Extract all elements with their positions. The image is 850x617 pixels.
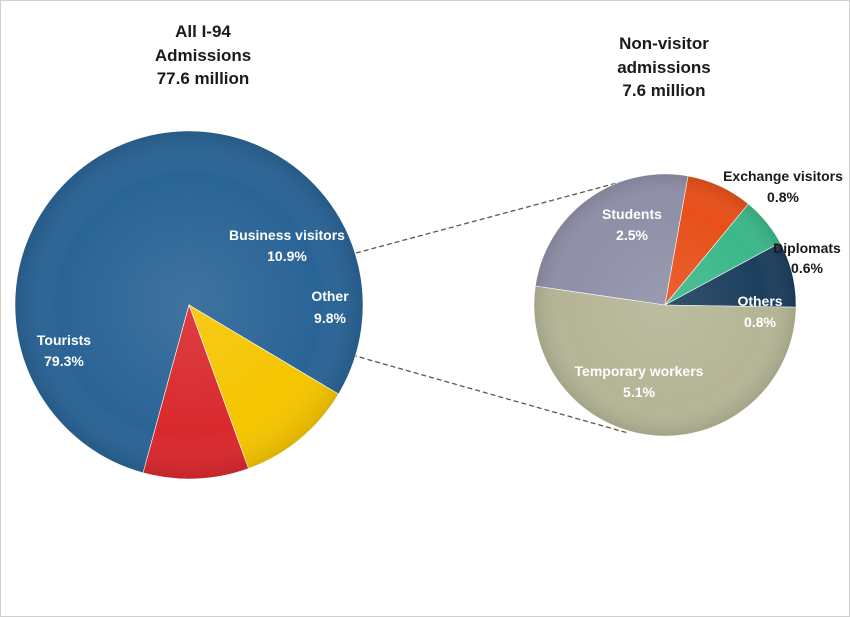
pie1-title-line-2: Admissions	[155, 46, 251, 65]
label-tourists-value: 79.3%	[44, 353, 84, 369]
label-exchange-visitors-name: Exchange visitors	[723, 168, 843, 184]
label-temporary-workers-value: 5.1%	[623, 384, 655, 400]
pie-slice-students	[535, 173, 689, 306]
label-students-value: 2.5%	[616, 227, 648, 243]
pie-all-admissions	[14, 130, 364, 480]
label-students-name: Students	[602, 206, 662, 222]
pie2-title-line-3: 7.6 million	[622, 81, 705, 100]
label-others-value: 0.8%	[744, 314, 776, 330]
label-exchange-visitors-value: 0.8%	[767, 189, 799, 205]
label-tourists-name: Tourists	[37, 332, 91, 348]
label-diplomats-name: Diplomats	[773, 240, 841, 256]
label-temporary-workers-name: Temporary workers	[575, 363, 704, 379]
label-other-value: 9.8%	[314, 310, 346, 326]
pie2-title-line-1: Non-visitor	[619, 34, 709, 53]
label-business-visitors-value: 10.9%	[267, 248, 307, 264]
label-other-name: Other	[311, 288, 349, 304]
label-diplomats-value: 0.6%	[791, 260, 823, 276]
label-others-name: Others	[737, 293, 782, 309]
label-business-visitors-name: Business visitors	[229, 227, 345, 243]
pie2-title-line-2: admissions	[617, 58, 711, 77]
pie1-title-line-1: All I-94	[175, 22, 231, 41]
pie1-title-line-3: 77.6 million	[157, 69, 250, 88]
